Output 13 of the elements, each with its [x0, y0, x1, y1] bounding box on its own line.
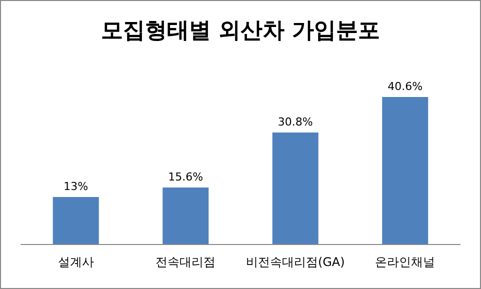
bar: [382, 97, 428, 244]
data-label: 30.8%: [278, 116, 313, 129]
bar: [52, 196, 99, 244]
data-label: 13%: [64, 180, 88, 193]
bar: [162, 188, 209, 244]
x-tick-label: 비전속대리점(GA): [246, 255, 345, 269]
data-label: 40.6%: [388, 80, 423, 94]
x-tick-label: 전속대리점: [156, 255, 216, 269]
x-tick-label: 온라인채널: [375, 255, 436, 269]
chart-title: 모집형태별 외산차 가입분포: [100, 18, 380, 44]
x-tick-label: 설계사: [58, 255, 94, 269]
data-label: 15.6%: [168, 170, 204, 184]
bar: [272, 132, 318, 244]
